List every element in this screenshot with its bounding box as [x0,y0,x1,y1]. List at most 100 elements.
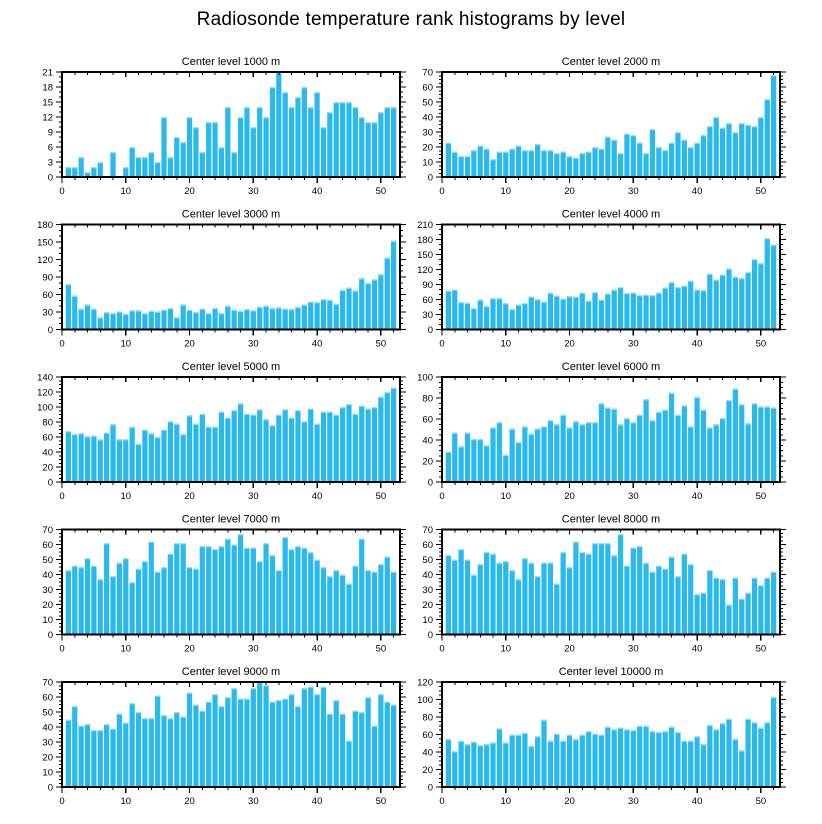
bar-rect [535,428,541,482]
bar-rect [78,725,84,787]
bar-rect [359,405,365,482]
bar-highlight [135,310,142,312]
bar-rect [566,156,573,177]
bar-highlight [662,568,668,570]
bar-rect [276,414,282,482]
bar-highlight [231,152,237,154]
bar-rect [586,553,592,635]
bar-rect [142,718,148,787]
bar-highlight [295,97,301,99]
x-tick-label: 50 [756,339,767,350]
bar-rect [496,422,503,482]
bar-rect [611,408,617,482]
bars-group [445,534,777,635]
bar-rect [688,426,694,482]
bar-highlight [554,295,560,297]
bar-highlight [346,583,352,585]
bar-highlight [624,293,630,295]
bar-rect [668,282,675,330]
bar-highlight [566,734,573,736]
bar-highlight [295,306,301,309]
bar-rect [295,706,301,787]
bar-highlight [554,153,560,155]
bar-rect [719,417,726,482]
bar-rect [116,311,123,330]
bar-rect [713,577,719,635]
bar-highlight [484,445,490,447]
bar-rect [637,142,643,177]
bar-highlight [452,751,458,753]
histogram-center-level-9000-m: 0 10 20 30 40 50 0 10 20 30 40 50 60 70 Center level 9… [42,666,406,807]
bar-highlight [218,546,225,548]
bar-highlight [384,556,390,558]
bar-highlight [700,290,707,292]
bar-rect [250,310,256,330]
bar-rect [732,388,738,482]
bar-rect [452,432,458,482]
bar-rect [509,570,515,635]
bar-rect [726,268,732,330]
bar-highlight [656,731,662,734]
bar-highlight [161,715,167,717]
bar-rect [681,553,687,635]
histogram-center-level-7000-m: 0 10 20 30 40 50 0 10 20 30 40 50 60 70 Center level 7… [42,514,406,655]
bar-rect [65,570,71,635]
bar-highlight [155,162,161,164]
bar-highlight [91,730,97,732]
bar-rect [65,167,71,177]
bar-rect [579,153,585,177]
bar-rect [694,289,700,330]
bar-rect [477,745,483,787]
x-tick-label: 10 [120,186,131,197]
bar-highlight [186,692,193,694]
bar-highlight [758,263,764,265]
bar-rect [458,446,464,482]
bar-highlight [129,703,135,705]
bar-highlight [371,122,378,124]
bar-rect [681,405,687,482]
bar-rect [269,87,276,177]
histogram-center-level-6000-m: 0 10 20 30 40 50 0 20 40 60 80 100 Center level 6000… [417,361,786,502]
bar-highlight [547,150,554,152]
bar-highlight [707,570,713,572]
bar-rect [129,426,135,482]
y-tick-label: 0 [428,477,433,488]
bar-highlight [148,433,154,435]
bars-group [65,534,397,635]
bar-rect [378,564,384,635]
bar-rect [630,547,636,635]
bar-rect [566,734,573,787]
bar-highlight [579,424,585,426]
bar-rect [643,294,649,330]
bar-rect [592,422,598,482]
bar-highlight [560,414,566,417]
bar-highlight [269,425,276,427]
bar-rect [391,107,397,177]
x-tick-label: 10 [500,644,511,655]
bar-rect [496,151,503,177]
bar-highlight [78,725,84,727]
bar-highlight [694,142,700,144]
bar-rect [129,703,135,787]
bar-rect [496,728,503,788]
bar-rect [365,408,371,482]
bar-highlight [295,410,301,412]
x-tick-label: 10 [500,491,511,502]
bar-rect [547,562,554,635]
bar-rect [110,152,116,177]
bar-rect [605,407,611,482]
subplot-title: Center level 7000 m [182,514,280,526]
bar-highlight [611,408,617,410]
bar-rect [611,555,617,635]
bar-rect [617,424,624,482]
bar-highlight [352,565,358,567]
bar-rect [452,289,458,330]
bar-rect [751,259,758,330]
y-tick-label: 30 [422,585,433,596]
bar-highlight [688,147,694,149]
bar-rect [276,307,282,330]
bar-highlight [72,434,78,436]
bar-rect [237,698,244,787]
bar-highlight [586,151,592,153]
bar-rect [263,419,269,482]
